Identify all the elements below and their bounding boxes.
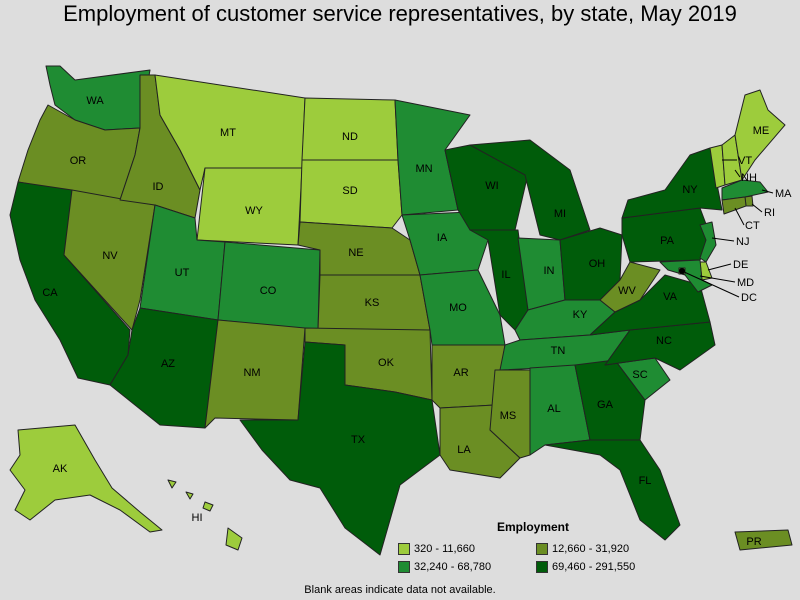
legend-item: 32,240 - 68,780	[398, 561, 536, 573]
label-ga: GA	[597, 399, 614, 411]
state-fl[interactable]	[544, 439, 681, 541]
label-ks: KS	[365, 297, 380, 309]
label-la: LA	[457, 444, 471, 456]
label-mt: MT	[220, 127, 236, 139]
map-title: Employment of customer service represent…	[63, 1, 737, 26]
label-wy: WY	[245, 205, 263, 217]
legend-swatch	[398, 561, 410, 573]
legend: Employment 320 - 11,660 12,660 - 31,920 …	[398, 520, 668, 573]
label-co: CO	[260, 285, 277, 297]
label-mi: MI	[554, 208, 566, 220]
label-nv: NV	[102, 250, 118, 262]
state-nd[interactable]	[301, 97, 399, 161]
label-or: OR	[70, 155, 87, 167]
state-ak[interactable]	[9, 424, 163, 533]
legend-label: 320 - 11,660	[414, 543, 475, 555]
dc-marker	[679, 268, 685, 274]
state-md[interactable]	[659, 259, 713, 293]
label-id: ID	[153, 181, 164, 193]
state-pr[interactable]	[734, 529, 793, 551]
label-ne: NE	[348, 247, 363, 259]
label-ia: IA	[437, 232, 448, 244]
label-mn: MN	[415, 163, 432, 175]
label-ky: KY	[573, 309, 588, 321]
legend-item: 12,660 - 31,920	[536, 543, 666, 555]
label-tn: TN	[551, 345, 566, 357]
label-fl: FL	[639, 475, 652, 487]
label-az: AZ	[161, 358, 175, 370]
label-md: MD	[737, 277, 754, 289]
label-dc: DC	[741, 292, 757, 304]
label-vt: VT	[738, 155, 752, 167]
label-va: VA	[663, 291, 678, 303]
legend-swatch	[398, 543, 410, 555]
state-wv[interactable]	[599, 261, 661, 313]
label-ri: RI	[764, 207, 775, 219]
state-tx[interactable]	[239, 341, 441, 556]
footnote: Blank areas indicate data not available.	[304, 584, 496, 596]
label-wa: WA	[86, 95, 104, 107]
label-ok: OK	[378, 357, 395, 369]
label-wi: WI	[485, 180, 498, 192]
label-nm: NM	[243, 367, 260, 379]
label-nd: ND	[342, 131, 358, 143]
label-ar: AR	[453, 367, 468, 379]
label-me: ME	[753, 125, 770, 137]
label-wv: WV	[618, 285, 636, 297]
leader-lines	[681, 159, 774, 298]
state-sd[interactable]	[299, 159, 403, 229]
legend-item: 69,460 - 291,550	[536, 561, 666, 573]
legend-label: 32,240 - 68,780	[414, 561, 492, 573]
label-sd: SD	[342, 185, 357, 197]
state-ny[interactable]	[621, 147, 723, 219]
state-ct[interactable]	[721, 196, 747, 215]
label-ca: CA	[42, 287, 58, 299]
label-hi: HI	[192, 512, 203, 524]
state-ms[interactable]	[489, 369, 531, 459]
legend-item: 320 - 11,660	[398, 543, 536, 555]
label-al: AL	[547, 403, 560, 415]
state-me[interactable]	[734, 89, 786, 181]
state-hi[interactable]	[167, 479, 243, 551]
label-ut: UT	[175, 267, 190, 279]
label-sc: SC	[632, 369, 647, 381]
label-nc: NC	[656, 335, 672, 347]
legend-title: Employment	[496, 520, 569, 534]
label-ms: MS	[500, 410, 517, 422]
label-oh: OH	[589, 258, 606, 270]
label-ny: NY	[682, 184, 698, 196]
label-mo: MO	[449, 302, 467, 314]
label-de: DE	[733, 259, 748, 271]
label-pa: PA	[660, 235, 675, 247]
label-nj: NJ	[736, 236, 749, 248]
label-in: IN	[544, 265, 555, 277]
legend-swatch	[536, 561, 548, 573]
label-ak: AK	[53, 463, 68, 475]
label-pr: PR	[746, 536, 761, 548]
label-il: IL	[501, 269, 510, 281]
state-nm[interactable]	[204, 319, 306, 429]
label-ma: MA	[775, 188, 792, 200]
legend-swatch	[536, 543, 548, 555]
legend-label: 12,660 - 31,920	[552, 543, 630, 555]
legend-label: 69,460 - 291,550	[552, 561, 636, 573]
label-ct: CT	[745, 220, 760, 232]
label-tx: TX	[351, 434, 366, 446]
label-nh: NH	[741, 172, 757, 184]
